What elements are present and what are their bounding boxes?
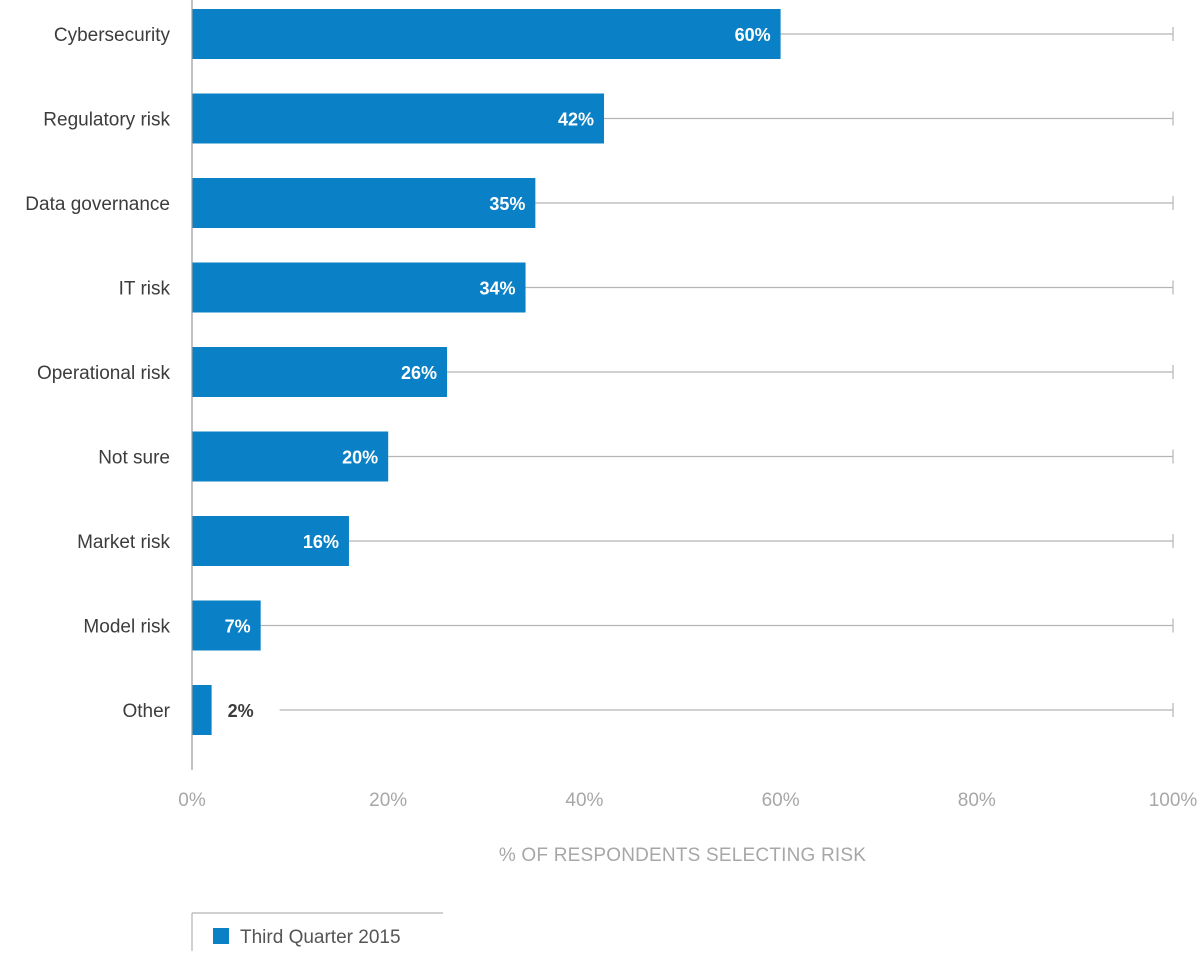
x-tick-label: 80% [958, 790, 996, 811]
x-tick-label: 100% [1149, 790, 1198, 811]
data-label: 16% [303, 532, 339, 552]
category-label: Market risk [77, 532, 170, 553]
data-label: 26% [401, 363, 437, 383]
bar [192, 9, 781, 59]
data-label: 34% [480, 279, 516, 299]
x-tick-label: 0% [178, 790, 206, 811]
track-lines [260, 27, 1174, 717]
bar [192, 431, 389, 482]
category-label: Cybersecurity [54, 25, 171, 46]
data-label: 2% [228, 701, 254, 721]
legend-swatch [213, 928, 229, 944]
category-label: Regulatory risk [43, 110, 170, 131]
x-axis-title: % OF RESPONDENTS SELECTING RISK [499, 845, 866, 866]
category-label: Model risk [83, 617, 170, 638]
x-tick-label: 60% [762, 790, 800, 811]
bar [192, 600, 261, 651]
category-label: Data governance [25, 194, 170, 215]
x-tick-labels: 0% 20% 40% 60% 80% 100% [178, 790, 1197, 811]
data-labels: 60% 42% 35% 34% 26% 20% 16% 7% 2% [225, 25, 771, 721]
x-tick-label: 20% [369, 790, 407, 811]
data-label: 60% [735, 25, 771, 45]
data-label: 7% [225, 617, 251, 637]
bars [192, 9, 781, 735]
bar [192, 685, 212, 735]
data-label: 35% [489, 194, 525, 214]
bar [192, 93, 605, 144]
legend: Third Quarter 2015 [191, 912, 443, 951]
bar [192, 516, 349, 566]
category-labels: Cybersecurity Regulatory risk Data governa… [25, 25, 170, 722]
data-label: 42% [558, 110, 594, 130]
bar [192, 347, 448, 397]
data-label: 20% [342, 448, 378, 468]
category-label: Operational risk [37, 363, 171, 384]
legend-label: Third Quarter 2015 [240, 927, 401, 948]
bar [192, 178, 536, 228]
category-label: IT risk [119, 279, 171, 300]
bar [192, 262, 526, 313]
category-label: Other [122, 701, 170, 722]
category-label: Not sure [98, 448, 170, 469]
x-tick-label: 40% [565, 790, 603, 811]
